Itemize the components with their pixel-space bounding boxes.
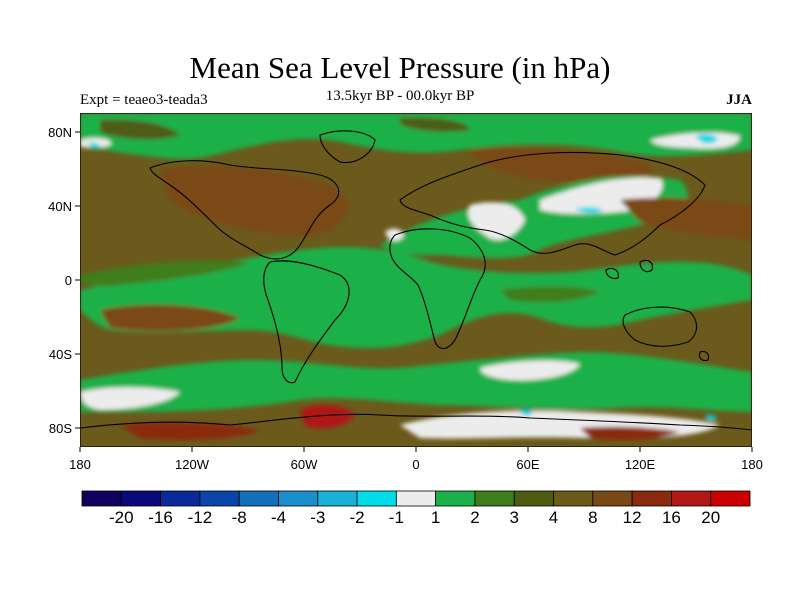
southern-green [80,352,752,412]
lat-label: 0 [65,273,72,288]
colorbar-swatch [513,490,554,507]
colorbar-swatch [317,490,358,507]
lon-label: 0 [412,457,419,472]
africa-coast [389,228,486,350]
colorbar-swatch [238,490,279,507]
lon-label: 60W [291,457,318,472]
colorbar-swatch [120,490,161,507]
coastlines [80,130,752,431]
north-america-coast [149,160,340,260]
colorbar: -20 -16 -12 -8 -4 -3 -2 -1 1 2 3 4 8 12 16 20 [81,490,751,527]
na-brown [160,165,348,236]
southern-light-2 [480,360,580,381]
lon-label: 120W [175,457,210,472]
asia-light [385,177,663,241]
axis-ticks [75,131,753,452]
colorbar-swatch [395,490,437,507]
equatorial-darker [80,260,600,303]
equatorial-green [80,247,752,348]
colorbar-swatch [710,490,751,507]
pacific-brown [100,197,752,332]
antarctic-red [300,405,355,429]
asia-cyan [575,207,603,214]
colorbar-swatch [474,490,515,507]
arctic-green-band [80,113,752,159]
antarctic-dark-red [120,422,680,440]
islands [605,259,710,362]
colorbar-swatch [81,490,122,507]
lon-labels: 180 120W 60W 0 60E 120E 180 [69,457,763,472]
colorbar-label: 3 [510,508,519,527]
colorbar-swatch [435,490,476,507]
lat-labels: 80N 40N 0 40S 80S [48,125,72,436]
colorbar-label: 4 [549,508,558,527]
colorbar-swatch [160,490,201,507]
australia-coast [622,306,698,347]
colorbar-label: 8 [588,508,597,527]
lon-label: 180 [69,457,91,472]
colorbar-label: -3 [310,508,325,527]
colorbar-swatch [199,490,240,507]
experiment-label: Expt = teaeo3-teada3 [80,92,208,108]
pressure-field [80,113,752,447]
arctic-light [80,132,740,149]
period-label: 13.5kyr BP - 00.0kyr BP [325,88,475,104]
colorbar-swatch [553,490,594,507]
colorbar-label: 2 [470,508,479,527]
lat-label: 40N [48,199,72,214]
greenland-coast [319,130,376,164]
colorbar-label: 16 [662,508,681,527]
lat-label: 80N [48,125,72,140]
colorbar-label: -8 [232,508,247,527]
chart-title: Mean Sea Level Pressure (in hPa) [189,50,611,85]
colorbar-swatch [356,490,397,507]
lon-label: 180 [741,457,763,472]
season-label: JJA [726,92,752,108]
colorbar-label: -16 [148,508,173,527]
colorbar-label: 20 [701,508,720,527]
arctic-dark-patches [100,117,470,140]
lat-label: 40S [49,347,72,362]
colorbar-label: -4 [271,508,286,527]
colorbar-label: -20 [109,508,134,527]
colorbar-label: -12 [188,508,213,527]
colorbar-swatch [671,490,712,507]
colorbar-swatch [278,490,319,507]
colorbar-swatch [592,490,633,507]
south-america-coast [263,260,350,384]
lat-label: 80S [49,421,72,436]
colorbar-label: 1 [431,508,440,527]
lon-label: 60E [516,457,539,472]
colorbar-label: -1 [389,508,404,527]
southern-light-1 [80,387,180,410]
eurasia-coast [399,151,706,256]
colorbar-swatch [631,490,672,507]
colorbar-label: -2 [349,508,364,527]
colorbar-label: 12 [623,508,642,527]
lon-label: 120E [625,457,656,472]
antarctica-coast [80,413,752,431]
